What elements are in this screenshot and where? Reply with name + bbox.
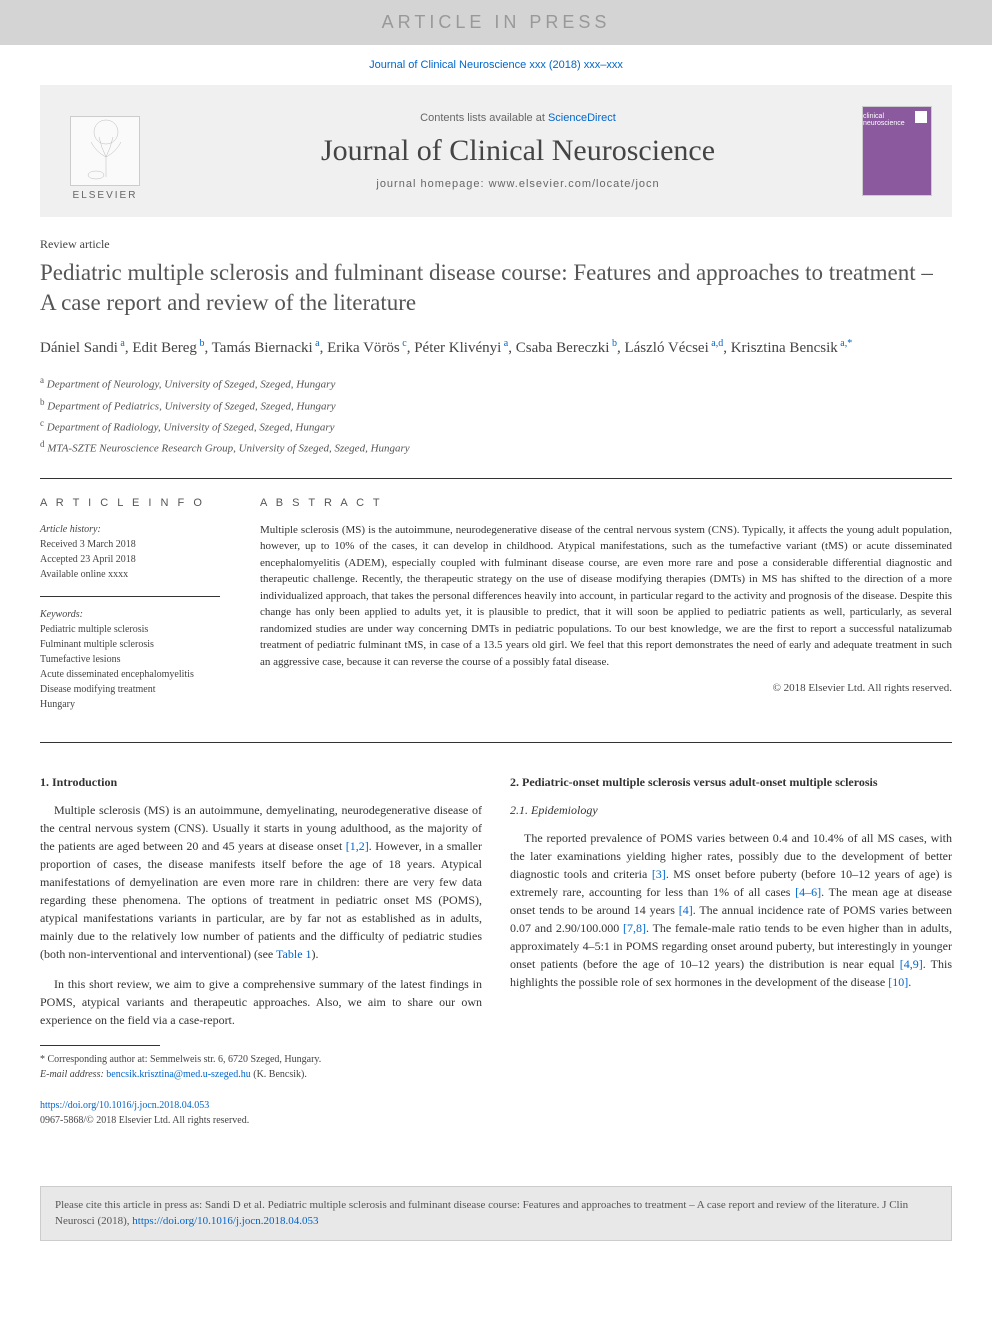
author-sup: a,d: [709, 338, 723, 349]
citation-box: Please cite this article in press as: Sa…: [40, 1186, 952, 1241]
keyword: Acute disseminated encephalomyelitis: [40, 667, 220, 682]
abstract-header: A B S T R A C T: [260, 495, 952, 512]
reference-link[interactable]: [7,8]: [623, 921, 646, 935]
journal-header: ELSEVIER Contents lists available at Sci…: [40, 85, 952, 217]
article-title: Pediatric multiple sclerosis and fulmina…: [40, 258, 952, 318]
received-date: Received 3 March 2018: [40, 537, 220, 552]
corr-email-name: (K. Bencsik).: [251, 1069, 307, 1080]
keyword: Disease modifying treatment: [40, 682, 220, 697]
author-sup: c: [400, 338, 407, 349]
online-date: Available online xxxx: [40, 567, 220, 582]
author-sup: a: [501, 338, 508, 349]
issn-copyright: 0967-5868/© 2018 Elsevier Ltd. All right…: [40, 1113, 482, 1128]
author: Tamás Biernacki a: [212, 340, 320, 356]
reference-link[interactable]: [4–6]: [795, 885, 821, 899]
author: Krisztina Bencsik a,*: [731, 340, 853, 356]
email-label: E-mail address:: [40, 1069, 106, 1080]
keyword: Tumefactive lesions: [40, 652, 220, 667]
keywords-label: Keywords:: [40, 607, 220, 622]
intro-paragraph-1: Multiple sclerosis (MS) is an autoimmune…: [40, 801, 482, 963]
footnote-separator: [40, 1045, 160, 1046]
keywords-list: Pediatric multiple sclerosisFulminant mu…: [40, 622, 220, 712]
affiliation: a Department of Neurology, University of…: [40, 373, 952, 394]
section-2-1-heading: 2.1. Epidemiology: [510, 801, 952, 819]
article-info-header: A R T I C L E I N F O: [40, 495, 220, 512]
section-2-1-paragraph-1: The reported prevalence of POMS varies b…: [510, 829, 952, 991]
top-citation-line: Journal of Clinical Neuroscience xxx (20…: [40, 45, 952, 85]
abstract-copyright: © 2018 Elsevier Ltd. All rights reserved…: [260, 680, 952, 697]
cover-label: clinical neuroscience: [863, 113, 913, 127]
corr-address: Semmelweis str. 6, 6720 Szeged, Hungary.: [150, 1054, 321, 1065]
author: Erika Vörös c: [327, 340, 407, 356]
author: László Vécsei a,d: [624, 340, 723, 356]
authors-list: Dániel Sandi a, Edit Bereg b, Tamás Bier…: [40, 336, 952, 360]
author: Csaba Bereczki b: [516, 340, 617, 356]
affiliation: d MTA-SZTE Neuroscience Research Group, …: [40, 437, 952, 458]
section-1-heading: 1. Introduction: [40, 773, 482, 791]
history-label: Article history:: [40, 522, 220, 537]
contents-prefix: Contents lists available at: [420, 112, 548, 124]
homepage-line: journal homepage: www.elsevier.com/locat…: [174, 178, 862, 190]
doi-link[interactable]: https://doi.org/10.1016/j.jocn.2018.04.0…: [40, 1098, 482, 1113]
keyword: Hungary: [40, 697, 220, 712]
elsevier-label: ELSEVIER: [73, 190, 138, 201]
affiliations-list: a Department of Neurology, University of…: [40, 373, 952, 458]
keyword: Fulminant multiple sclerosis: [40, 637, 220, 652]
affiliation: c Department of Radiology, University of…: [40, 416, 952, 437]
author-sup: a: [118, 338, 125, 349]
intro-paragraph-2: In this short review, we aim to give a c…: [40, 975, 482, 1029]
reference-link[interactable]: [4]: [679, 903, 693, 917]
keyword: Pediatric multiple sclerosis: [40, 622, 220, 637]
author-sup: b: [197, 338, 205, 349]
accepted-date: Accepted 23 April 2018: [40, 552, 220, 567]
reference-link[interactable]: [4,9]: [900, 957, 923, 971]
reference-link[interactable]: [10]: [888, 975, 908, 989]
affiliation: b Department of Pediatrics, University o…: [40, 395, 952, 416]
author: Edit Bereg b: [132, 340, 204, 356]
corresponding-author-footnote: * Corresponding author at: Semmelweis st…: [40, 1052, 482, 1082]
citebox-doi-link[interactable]: https://doi.org/10.1016/j.jocn.2018.04.0…: [132, 1215, 318, 1227]
right-column: 2. Pediatric-onset multiple sclerosis ve…: [510, 773, 952, 1128]
table-link[interactable]: Table 1: [276, 947, 311, 961]
abstract-text: Multiple sclerosis (MS) is the autoimmun…: [260, 522, 952, 671]
author-sup: a,*: [838, 338, 852, 349]
elsevier-tree-icon: [70, 116, 140, 186]
sciencedirect-link[interactable]: ScienceDirect: [548, 112, 616, 124]
author: Péter Klivényi a: [414, 340, 508, 356]
journal-name: Journal of Clinical Neuroscience: [174, 134, 862, 168]
homepage-prefix: journal homepage:: [376, 178, 488, 190]
journal-cover-thumbnail: clinical neuroscience: [862, 106, 932, 196]
section-2-heading: 2. Pediatric-onset multiple sclerosis ve…: [510, 773, 952, 791]
author-sup: a: [313, 338, 320, 349]
contents-line: Contents lists available at ScienceDirec…: [174, 112, 862, 124]
article-info-panel: A R T I C L E I N F O Article history: R…: [40, 495, 240, 726]
reference-link[interactable]: [1,2]: [346, 839, 369, 853]
article-type: Review article: [40, 237, 952, 252]
homepage-url[interactable]: www.elsevier.com/locate/jocn: [489, 178, 660, 190]
corr-email-link[interactable]: bencsik.krisztina@med.u-szeged.hu: [106, 1069, 250, 1080]
author: Dániel Sandi a: [40, 340, 125, 356]
author-sup: b: [609, 338, 617, 349]
abstract-panel: A B S T R A C T Multiple sclerosis (MS) …: [240, 495, 952, 726]
left-column: 1. Introduction Multiple sclerosis (MS) …: [40, 773, 482, 1128]
elsevier-logo: ELSEVIER: [60, 101, 150, 201]
reference-link[interactable]: [3]: [652, 867, 666, 881]
article-in-press-banner: ARTICLE IN PRESS: [0, 0, 992, 45]
corr-label: * Corresponding author at:: [40, 1054, 150, 1065]
